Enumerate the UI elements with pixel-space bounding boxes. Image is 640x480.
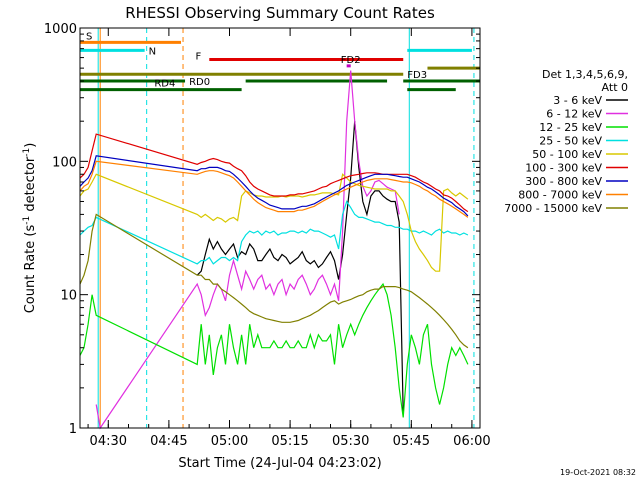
series-line-5 bbox=[79, 133, 469, 213]
y-tick-label-1: 10 bbox=[60, 289, 77, 304]
series-line-6 bbox=[79, 155, 469, 217]
legend-label-8: 7000 - 15000 keV bbox=[504, 202, 602, 215]
x-tick-label-0: 04:30 bbox=[90, 434, 127, 449]
x-tick-label-6: 06:00 bbox=[453, 434, 490, 449]
y-axis-label-end: ) bbox=[23, 143, 38, 148]
legend-label-2: 12 - 25 keV bbox=[539, 121, 602, 134]
series-line-8 bbox=[79, 213, 469, 349]
flag-label-s: S bbox=[86, 31, 92, 42]
y-axis-label-sup2: -1 bbox=[22, 148, 32, 157]
y-axis-label: Count Rate (s-1 detector-1) bbox=[22, 143, 38, 314]
footer-date: 19-Oct-2021 08:32 bbox=[560, 468, 636, 477]
x-tick-label-3: 05:15 bbox=[271, 434, 308, 449]
x-axis-ticks: 04:30 04:45 05:00 05:15 05:30 05:45 06:00 bbox=[87, 28, 491, 449]
x-tick-label-4: 05:30 bbox=[332, 434, 369, 449]
legend-label-1: 6 - 12 keV bbox=[546, 108, 602, 121]
y-tick-label-0: 1 bbox=[69, 422, 77, 437]
y-axis-label-tail: detector bbox=[23, 156, 38, 216]
y-axis-label-main: Count Rate (s bbox=[23, 225, 38, 314]
x-tick-label-5: 05:45 bbox=[393, 434, 430, 449]
flag-label-n: N bbox=[149, 46, 156, 57]
flag-label-fd2: FD2 bbox=[341, 55, 361, 66]
y-axis-label-sup1: -1 bbox=[22, 216, 32, 225]
series-line-2 bbox=[79, 282, 469, 418]
x-axis-label: Start Time (24-Jul-04 04:23:02) bbox=[178, 456, 381, 471]
legend-label-3: 25 - 50 keV bbox=[539, 135, 602, 148]
series-line-7 bbox=[79, 160, 469, 218]
legend-label-5: 100 - 300 keV bbox=[525, 162, 602, 175]
legend-label-4: 50 - 100 keV bbox=[532, 148, 602, 161]
series-line-3 bbox=[79, 200, 469, 265]
legend-label-6: 300 - 800 keV bbox=[525, 175, 602, 188]
legend-label-7: 800 - 7000 keV bbox=[518, 189, 602, 202]
y-axis-ticks: 1 10 100 1000 bbox=[44, 22, 480, 437]
flag-bars: S N F FD2 FD3 RD0 RD4 bbox=[80, 31, 480, 92]
flag-label-rd4: RD4 bbox=[154, 79, 175, 90]
flag-label-fd3: FD3 bbox=[407, 70, 427, 81]
series-line-0 bbox=[196, 121, 404, 413]
series-line-1 bbox=[95, 70, 400, 430]
legend-header-1: Det 1,3,4,5,6,9, bbox=[542, 68, 628, 81]
series-line-4 bbox=[79, 173, 469, 272]
y-tick-label-2: 100 bbox=[52, 155, 77, 170]
series-lines bbox=[79, 70, 469, 430]
x-tick-label-1: 04:45 bbox=[150, 434, 187, 449]
flag-label-rd0: RD0 bbox=[189, 77, 210, 88]
plot-frame bbox=[79, 27, 481, 429]
legend-header-2: Att 0 bbox=[602, 81, 628, 94]
vertical-markers bbox=[97, 28, 475, 428]
chart-title: RHESSI Observing Summary Count Rates bbox=[125, 4, 435, 22]
flag-label-f: F bbox=[195, 52, 201, 63]
legend-label-0: 3 - 6 keV bbox=[553, 94, 602, 107]
x-tick-label-2: 05:00 bbox=[211, 434, 248, 449]
y-tick-label-3: 1000 bbox=[44, 22, 77, 37]
